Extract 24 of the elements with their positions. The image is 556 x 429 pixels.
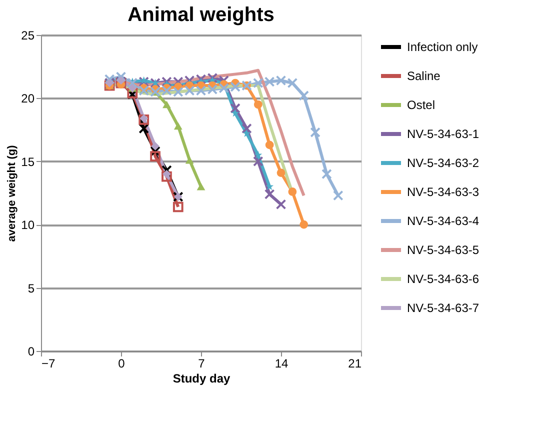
- legend-label: Infection only: [407, 40, 478, 54]
- x-tick-label: 21: [348, 356, 362, 370]
- y-tick-label: 25: [21, 28, 35, 42]
- legend-label: NV-5-34-63-2: [407, 156, 480, 170]
- y-axis-title: average weight (g): [6, 144, 18, 242]
- chart-title: Animal weights: [128, 4, 274, 26]
- x-axis-title: Study day: [172, 372, 230, 386]
- legend-label: NV-5-34-63-3: [407, 185, 480, 199]
- x-tick-label: −7: [42, 356, 56, 370]
- legend-label: NV-5-34-63-4: [407, 214, 480, 228]
- y-tick-label: 5: [28, 281, 35, 296]
- legend-label: Saline: [407, 69, 441, 83]
- y-tick-label: 0: [28, 344, 35, 358]
- legend-label: NV-5-34-63-6: [407, 272, 480, 286]
- y-tick-label: 10: [21, 218, 35, 232]
- y-tick-label: 20: [21, 92, 35, 106]
- legend-label: NV-5-34-63-5: [407, 243, 480, 257]
- x-tick-label: 0: [118, 356, 126, 370]
- legend-label: Ostel: [407, 98, 436, 112]
- legend-label: NV-5-34-63-7: [407, 301, 480, 315]
- x-tick-label: 7: [198, 356, 206, 370]
- legend-label: NV-5-34-63-1: [407, 127, 480, 141]
- y-tick-label: 15: [21, 154, 35, 169]
- x-tick-label: 14: [274, 356, 288, 370]
